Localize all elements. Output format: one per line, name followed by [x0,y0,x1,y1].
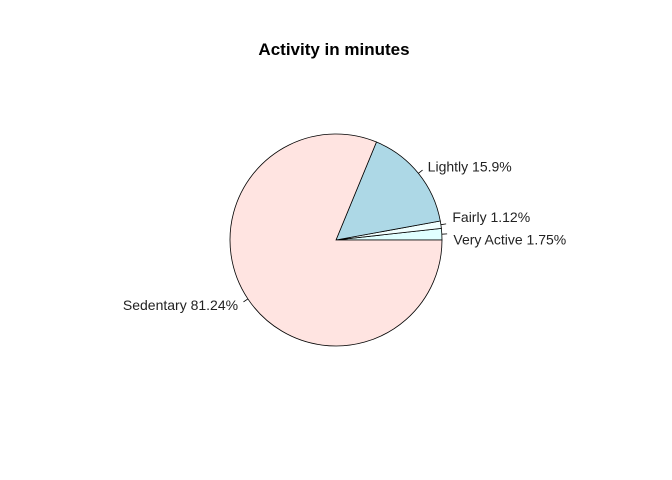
pie-slice-label: Lightly 15.9% [428,159,512,175]
pie-leader-line [243,298,249,303]
pie-labels: Very Active 1.75% Fairly 1.12% Lightly 15.… [123,159,566,313]
pie-slice-label: Fairly 1.12% [452,209,530,225]
pie-slice-label: Very Active 1.75% [453,232,566,248]
pie-slice [335,141,441,241]
pie-slices [229,133,443,347]
pie-leader-line [418,169,423,174]
chart-title: Activity in minutes [258,40,409,59]
pie-leader-line [440,223,447,226]
pie-slice-label: Sedentary 81.24% [123,297,238,313]
